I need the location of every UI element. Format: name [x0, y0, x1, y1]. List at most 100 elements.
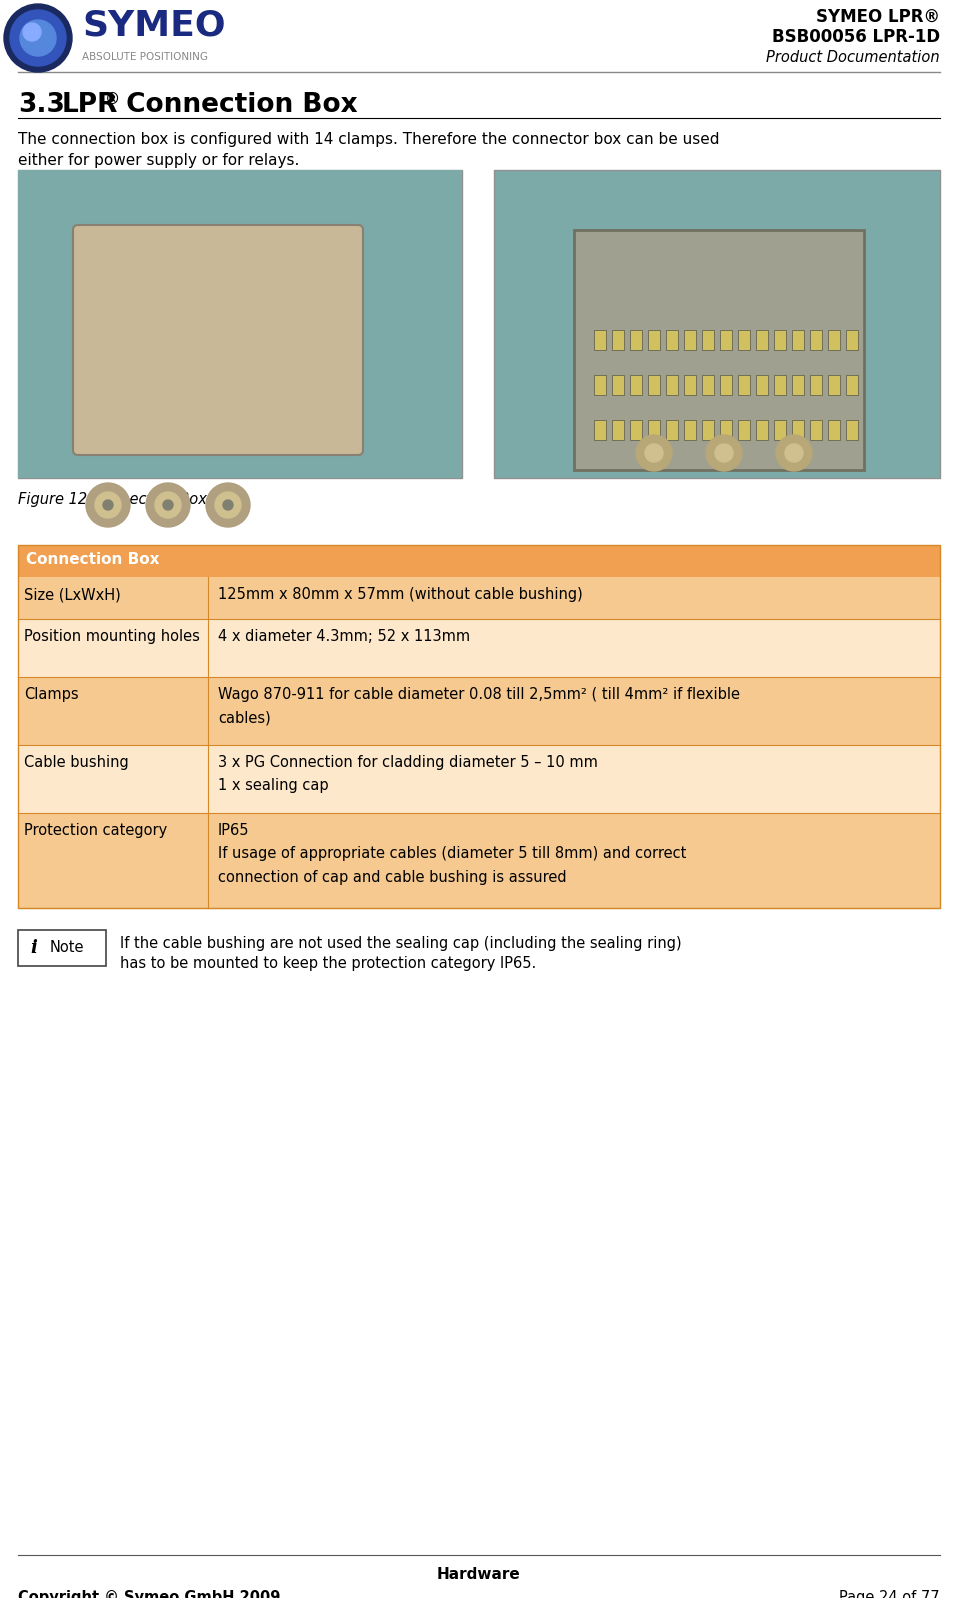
- Bar: [756, 420, 768, 439]
- Text: BSB00056 LPR-1D: BSB00056 LPR-1D: [772, 29, 940, 46]
- Bar: [684, 331, 696, 350]
- Text: Clamps: Clamps: [24, 687, 79, 702]
- Bar: [738, 420, 750, 439]
- Bar: [18, 577, 940, 618]
- Bar: [720, 331, 732, 350]
- Text: Product Documentation: Product Documentation: [766, 50, 940, 66]
- Circle shape: [163, 500, 173, 510]
- Text: Protection category: Protection category: [24, 823, 168, 837]
- Bar: [18, 545, 940, 577]
- Bar: [666, 331, 678, 350]
- Circle shape: [706, 435, 742, 471]
- Bar: [18, 678, 940, 745]
- Text: Page 24 of 77: Page 24 of 77: [839, 1590, 940, 1598]
- Bar: [594, 331, 606, 350]
- Circle shape: [636, 435, 672, 471]
- Bar: [792, 420, 804, 439]
- Bar: [774, 376, 786, 395]
- Bar: [684, 420, 696, 439]
- Circle shape: [86, 483, 130, 527]
- Bar: [630, 420, 642, 439]
- Text: IP65
If usage of appropriate cables (diameter 5 till 8mm) and correct
connection: IP65 If usage of appropriate cables (dia…: [218, 823, 686, 885]
- Text: 125mm x 80mm x 57mm (without cable bushing): 125mm x 80mm x 57mm (without cable bushi…: [218, 586, 582, 602]
- Circle shape: [95, 492, 121, 518]
- Bar: [792, 376, 804, 395]
- Bar: [666, 420, 678, 439]
- Text: SYMEO: SYMEO: [82, 8, 226, 42]
- Bar: [612, 420, 624, 439]
- Text: Connection Box: Connection Box: [117, 93, 357, 118]
- Text: ®: ®: [105, 93, 121, 107]
- Text: Hardware: Hardware: [437, 1568, 521, 1582]
- Bar: [666, 376, 678, 395]
- Circle shape: [23, 22, 41, 42]
- Bar: [574, 230, 864, 470]
- Bar: [810, 331, 822, 350]
- Text: 4 x diameter 4.3mm; 52 x 113mm: 4 x diameter 4.3mm; 52 x 113mm: [218, 630, 470, 644]
- Circle shape: [776, 435, 812, 471]
- Text: LPR: LPR: [62, 93, 119, 118]
- Bar: [594, 376, 606, 395]
- Bar: [756, 376, 768, 395]
- Bar: [828, 331, 840, 350]
- Text: ABSOLUTE POSITIONING: ABSOLUTE POSITIONING: [82, 53, 208, 62]
- Bar: [738, 331, 750, 350]
- Circle shape: [4, 5, 72, 72]
- Bar: [792, 331, 804, 350]
- Circle shape: [785, 444, 803, 462]
- Circle shape: [715, 444, 733, 462]
- Text: Copyright © Symeo GmbH 2009: Copyright © Symeo GmbH 2009: [18, 1590, 281, 1598]
- Text: Cable bushing: Cable bushing: [24, 754, 128, 770]
- Bar: [702, 376, 714, 395]
- Circle shape: [146, 483, 190, 527]
- Bar: [774, 420, 786, 439]
- Bar: [18, 618, 940, 678]
- Text: Position mounting holes: Position mounting holes: [24, 630, 200, 644]
- Bar: [738, 376, 750, 395]
- Text: 3.3: 3.3: [18, 93, 65, 118]
- Text: SYMEO LPR®: SYMEO LPR®: [816, 8, 940, 26]
- Circle shape: [215, 492, 241, 518]
- Circle shape: [223, 500, 233, 510]
- Text: 3 x PG Connection for cladding diameter 5 – 10 mm
1 x sealing cap: 3 x PG Connection for cladding diameter …: [218, 754, 598, 793]
- Bar: [702, 420, 714, 439]
- Bar: [828, 420, 840, 439]
- Bar: [648, 376, 660, 395]
- Text: Size (LxWxH): Size (LxWxH): [24, 586, 121, 602]
- Bar: [846, 376, 858, 395]
- Text: has to be mounted to keep the protection category IP65.: has to be mounted to keep the protection…: [120, 956, 536, 972]
- FancyBboxPatch shape: [73, 225, 363, 455]
- Circle shape: [103, 500, 113, 510]
- Text: Wago 870-911 for cable diameter 0.08 till 2,5mm² ( till 4mm² if flexible
cables): Wago 870-911 for cable diameter 0.08 til…: [218, 687, 740, 725]
- Text: i: i: [31, 940, 37, 957]
- Bar: [594, 420, 606, 439]
- Bar: [612, 376, 624, 395]
- Bar: [648, 331, 660, 350]
- Text: Figure 12 Connection Box: Figure 12 Connection Box: [18, 492, 207, 507]
- Bar: [18, 169, 462, 478]
- Bar: [720, 376, 732, 395]
- Bar: [720, 420, 732, 439]
- Text: Connection Box: Connection Box: [26, 551, 159, 567]
- Text: If the cable bushing are not used the sealing cap (including the sealing ring): If the cable bushing are not used the se…: [120, 936, 682, 951]
- Bar: [612, 331, 624, 350]
- Bar: [18, 545, 940, 908]
- Circle shape: [20, 21, 56, 56]
- Bar: [810, 376, 822, 395]
- Bar: [756, 331, 768, 350]
- Bar: [18, 745, 940, 813]
- Bar: [846, 420, 858, 439]
- Text: either for power supply or for relays.: either for power supply or for relays.: [18, 153, 299, 168]
- Circle shape: [645, 444, 663, 462]
- Bar: [18, 813, 940, 908]
- Text: Note: Note: [50, 940, 84, 956]
- Bar: [494, 169, 940, 478]
- Bar: [630, 376, 642, 395]
- Bar: [494, 169, 940, 478]
- Text: The connection box is configured with 14 clamps. Therefore the connector box can: The connection box is configured with 14…: [18, 133, 719, 147]
- Circle shape: [206, 483, 250, 527]
- Bar: [684, 376, 696, 395]
- Bar: [18, 930, 106, 967]
- Bar: [648, 420, 660, 439]
- Bar: [774, 331, 786, 350]
